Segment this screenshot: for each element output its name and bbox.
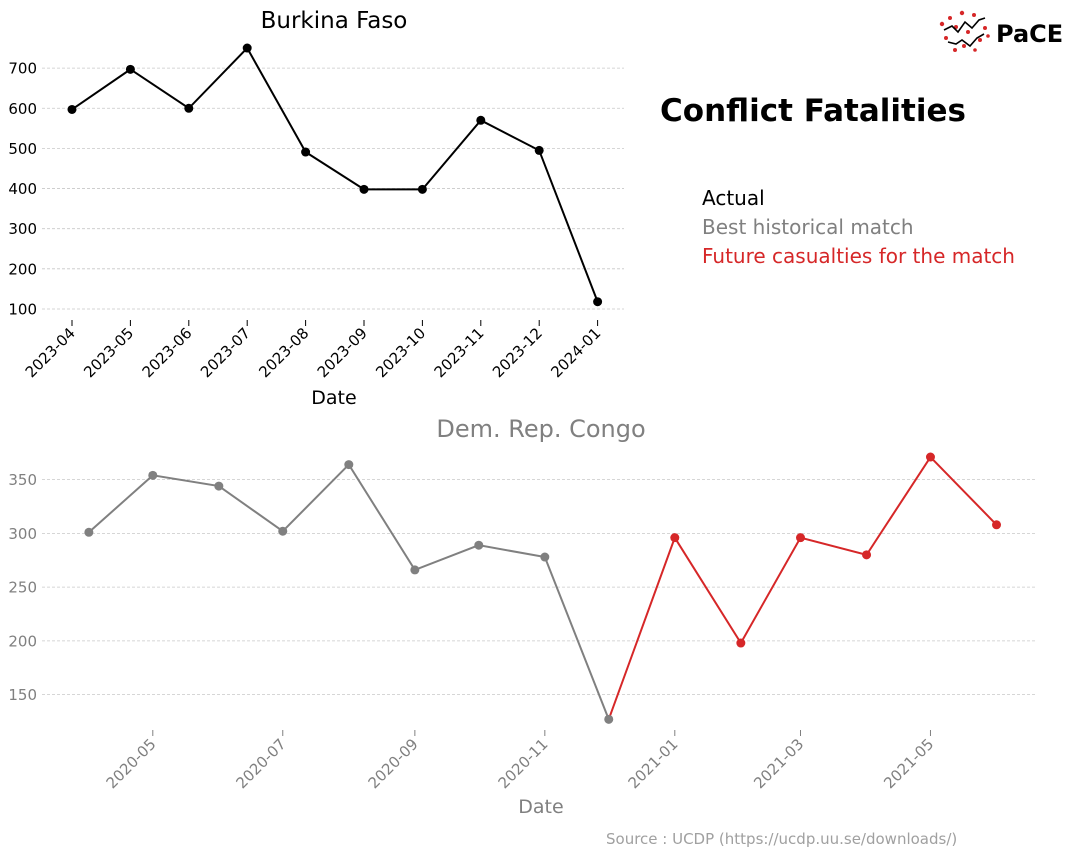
- y-tick-label: 350: [8, 471, 37, 489]
- data-point: [242, 43, 252, 53]
- x-tick-label: 2024-01: [547, 324, 604, 381]
- data-point: [540, 552, 550, 562]
- data-point: [214, 481, 224, 491]
- data-point: [125, 64, 135, 74]
- x-tick-label: 2020-05: [103, 735, 160, 792]
- x-axis-label: Date: [311, 387, 356, 409]
- series-line-best-match: [88, 462, 610, 720]
- y-tick-label: 300: [8, 220, 37, 238]
- data-point: [593, 297, 603, 307]
- x-tick-label: 2023-10: [372, 324, 429, 381]
- x-tick-label: 2020-11: [495, 735, 552, 792]
- data-point: [476, 115, 486, 125]
- y-tick-label: 600: [8, 100, 37, 118]
- data-point: [992, 520, 1002, 530]
- y-tick-label: 500: [8, 140, 37, 158]
- x-tick-label: 2023-05: [80, 324, 137, 381]
- y-tick-label: 300: [8, 525, 37, 543]
- legend-actual: Actual: [702, 186, 765, 210]
- chart-burkina-faso: Burkina Faso 100 200 300 400 500 600 700 2023-…: [8, 8, 624, 409]
- x-tick-label: 2020-09: [365, 735, 422, 792]
- logo-text: PaCE: [996, 20, 1063, 48]
- x-tick-label: 2023-07: [197, 324, 254, 381]
- y-tick-label: 100: [8, 300, 37, 318]
- data-point: [410, 565, 420, 575]
- data-point: [534, 145, 544, 155]
- data-point: [670, 533, 680, 543]
- pace-logo: PaCE: [939, 10, 1063, 52]
- data-point: [184, 103, 194, 113]
- x-tick-label: 2020-07: [233, 735, 290, 792]
- x-tick-label: 2023-09: [314, 324, 371, 381]
- x-tick-label: 2023-08: [255, 324, 312, 381]
- data-point: [796, 533, 806, 543]
- series-line-actual: [71, 46, 599, 303]
- chart-title: Burkina Faso: [261, 8, 408, 34]
- page-title: Conflict Fatalities: [660, 93, 966, 129]
- chart-title: Dem. Rep. Congo: [436, 415, 645, 443]
- y-tick-label: 400: [8, 180, 37, 198]
- data-point: [301, 147, 311, 157]
- data-point: [67, 104, 77, 114]
- source-note: Source : UCDP (https://ucdp.uu.se/downlo…: [606, 830, 957, 848]
- y-tick-label: 200: [8, 260, 37, 278]
- logo-mark-icon: [939, 10, 990, 52]
- data-point: [278, 526, 288, 536]
- x-tick-label: 2021-03: [750, 735, 807, 792]
- data-point: [84, 527, 94, 537]
- y-tick-label: 700: [8, 60, 37, 78]
- legend: Actual Best historical match Future casu…: [702, 186, 1015, 268]
- series-line-future: [607, 455, 998, 720]
- data-point: [862, 550, 872, 560]
- x-tick-label: 2023-12: [489, 324, 546, 381]
- y-tick-label: 200: [8, 632, 37, 650]
- data-point: [148, 470, 158, 480]
- x-tick-label: 2023-06: [139, 324, 196, 381]
- y-tick-label: 250: [8, 579, 37, 597]
- x-tick-label: 2021-01: [625, 735, 682, 792]
- data-point: [417, 184, 427, 194]
- legend-future: Future casualties for the match: [702, 244, 1015, 268]
- data-point: [925, 452, 935, 462]
- data-point: [359, 184, 369, 194]
- legend-best-match: Best historical match: [702, 215, 914, 239]
- x-axis-label: Date: [518, 796, 563, 818]
- data-point: [736, 638, 746, 648]
- x-tick-label: 2021-05: [880, 735, 937, 792]
- y-tick-label: 150: [8, 686, 37, 704]
- data-point: [604, 714, 614, 724]
- x-tick-label: 2023-11: [431, 324, 488, 381]
- x-tick-label: 2023-04: [22, 324, 79, 381]
- data-point: [474, 540, 484, 550]
- chart-dem-rep-congo: Dem. Rep. Congo 150 200 250 300 350 2020-05 2…: [8, 415, 1037, 818]
- data-point: [344, 460, 354, 470]
